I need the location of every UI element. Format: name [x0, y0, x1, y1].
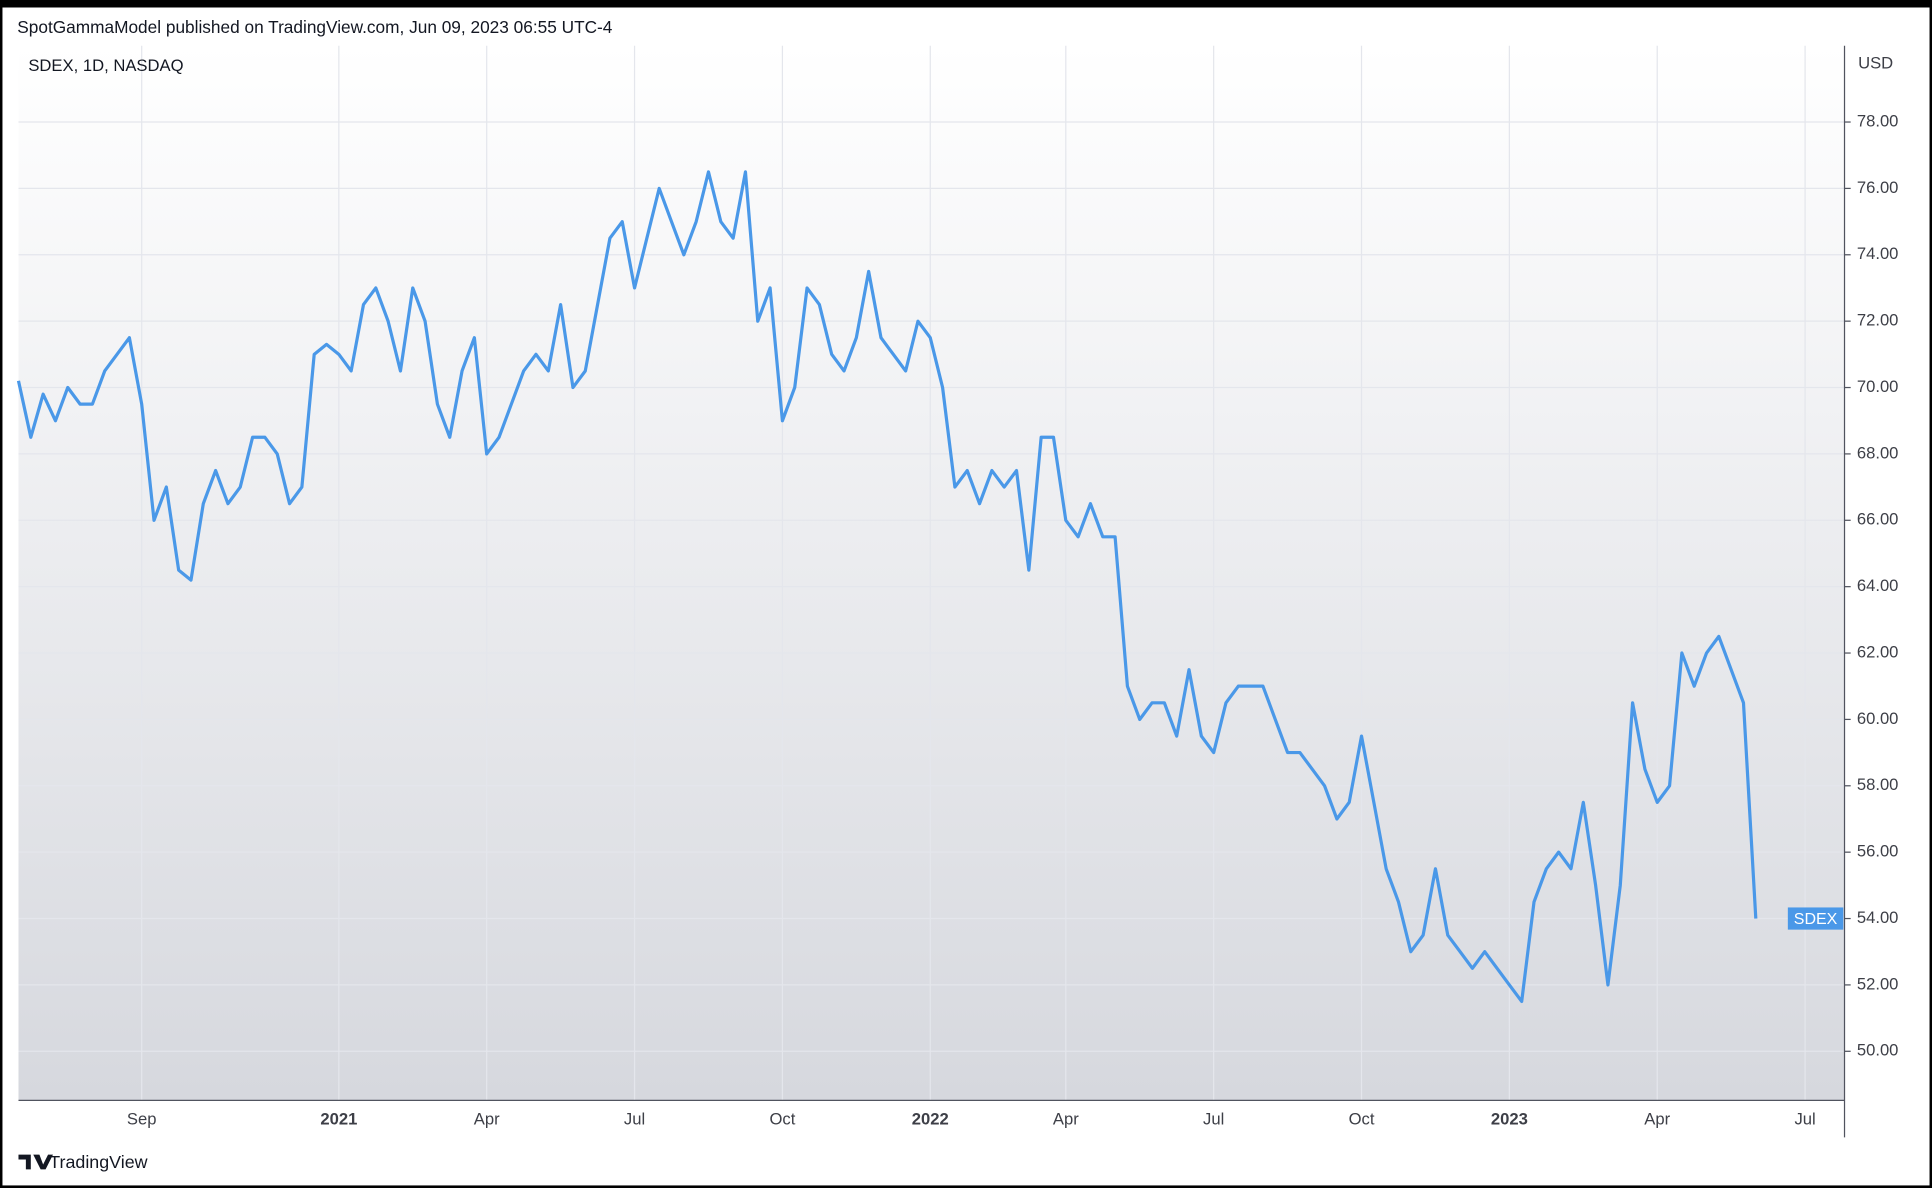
x-axis-area — [18, 1100, 1916, 1138]
marks: SDEX — [16, 170, 1844, 1004]
x-tick-label: Oct — [1349, 1110, 1375, 1129]
brand: TradingView — [18, 1152, 148, 1172]
y-tick-label: 64.00 — [1857, 576, 1899, 595]
y-tick-label: 66.00 — [1857, 510, 1899, 529]
x-tick-label: Jul — [1203, 1110, 1224, 1129]
y-tick-label: 54.00 — [1857, 908, 1899, 927]
symbol-title: SDEX, 1D, NASDAQ — [28, 56, 183, 75]
y-tick-label: 56.00 — [1857, 842, 1899, 861]
grid — [18, 45, 1845, 1101]
y-tick-label: 74.00 — [1857, 244, 1899, 263]
x-tick-label: Apr — [474, 1110, 500, 1129]
x-tick-label: 2023 — [1491, 1110, 1528, 1129]
y-tick-label: 62.00 — [1857, 642, 1899, 661]
y-tick-label: 76.00 — [1857, 178, 1899, 197]
x-tick-label: Sep — [127, 1110, 157, 1129]
y-tick-label: 52.00 — [1857, 974, 1899, 993]
price-line — [16, 170, 1758, 1004]
y-tick-label: 68.00 — [1857, 443, 1899, 462]
y-tick-label: 50.00 — [1857, 1041, 1899, 1060]
y-tick-label: 60.00 — [1857, 709, 1899, 728]
x-tick-label: Apr — [1644, 1110, 1670, 1129]
y-tick-label: 58.00 — [1857, 775, 1899, 794]
x-tick-label: Oct — [769, 1110, 795, 1129]
x-tick-label: Jul — [1794, 1110, 1815, 1129]
x-tick-label: 2021 — [320, 1110, 357, 1129]
header: SpotGammaModel published on TradingView.… — [17, 17, 613, 37]
x-tick-label: Apr — [1053, 1110, 1079, 1129]
y-tick-label: 72.00 — [1857, 311, 1899, 330]
brand-name: TradingView — [49, 1152, 147, 1172]
y-tick-label: 70.00 — [1857, 377, 1899, 396]
plot-area — [18, 45, 1845, 1101]
y-tick-label: 78.00 — [1857, 111, 1899, 130]
y-axis-area — [1844, 45, 1916, 1101]
series-tag: SDEX — [1794, 911, 1838, 928]
brand-logo — [18, 1154, 53, 1170]
y-axis-unit: USD — [1858, 54, 1893, 73]
x-tick-label: Jul — [624, 1110, 645, 1129]
series-tag-bg — [1787, 907, 1844, 930]
x-tick-label: 2022 — [912, 1110, 949, 1129]
